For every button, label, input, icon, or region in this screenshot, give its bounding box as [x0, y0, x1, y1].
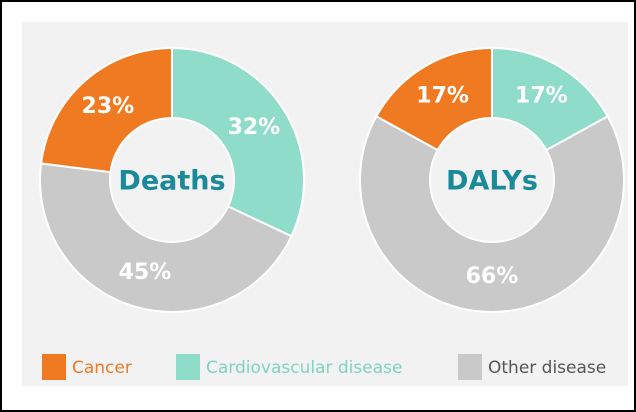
legend-label: Other disease — [488, 358, 606, 378]
data-label: 17% — [515, 84, 568, 109]
donut-segment — [171, 46, 305, 238]
legend-swatch — [42, 354, 66, 380]
data-label: 32% — [228, 115, 281, 140]
legend-swatch — [176, 354, 200, 380]
donut-segment — [359, 115, 625, 314]
donut-hole — [111, 119, 233, 241]
data-label: 45% — [119, 260, 172, 285]
legend-label: Cancer — [72, 358, 132, 378]
center-title: DALYs — [446, 166, 538, 197]
legend-label: Cardiovascular disease — [206, 358, 402, 378]
data-label: 17% — [416, 84, 469, 109]
data-label: 23% — [82, 94, 135, 119]
donut-hole — [431, 119, 553, 241]
donut-segment — [39, 162, 293, 313]
donut-segment — [39, 46, 173, 174]
center-title: Deaths — [118, 166, 225, 197]
legend-swatch — [458, 354, 482, 380]
data-label: 66% — [466, 264, 519, 289]
